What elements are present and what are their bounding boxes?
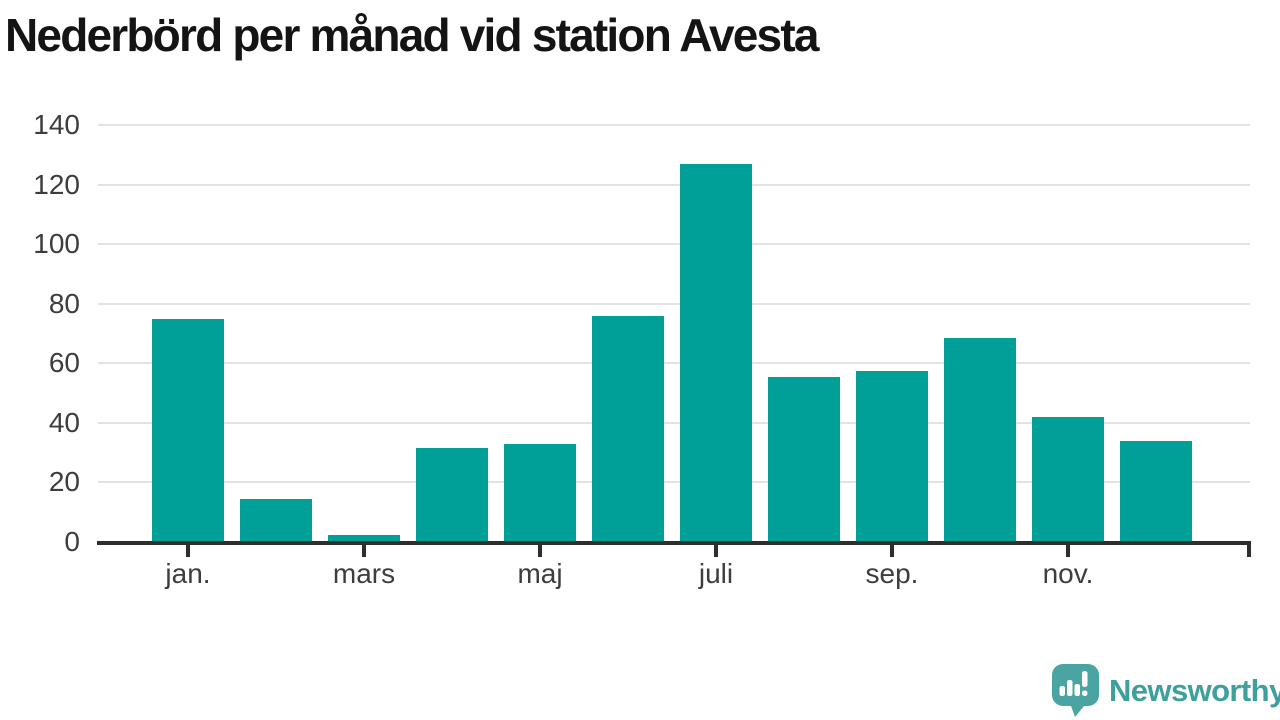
x-tick-mars xyxy=(362,545,366,557)
bar-juni xyxy=(592,315,664,542)
y-axis-label-80: 80 xyxy=(48,287,80,319)
y-axis-label-0: 0 xyxy=(64,526,80,557)
gridline-80 xyxy=(98,302,1250,305)
gridline-40 xyxy=(98,421,1250,424)
x-tick-jan xyxy=(186,545,190,557)
y-axis-label-40: 40 xyxy=(48,406,80,438)
bar-nov xyxy=(1032,416,1104,542)
x-axis-line xyxy=(97,541,1251,545)
x-axis-end-tick xyxy=(1247,541,1251,557)
bar-okt xyxy=(944,337,1016,542)
gridline-140 xyxy=(98,124,1250,126)
bar-mars xyxy=(328,534,400,542)
newsworthy-logo-text: Newsworthy xyxy=(1109,672,1280,708)
y-axis-label-60: 60 xyxy=(48,347,80,379)
gridline-60 xyxy=(98,362,1250,365)
bar-sep xyxy=(856,370,928,542)
x-axis-label-maj: maj xyxy=(517,558,563,589)
x-axis-label-mars: mars xyxy=(332,558,396,589)
bar-aug xyxy=(768,376,840,542)
x-axis-label-sep: sep. xyxy=(865,558,919,589)
x-tick-maj xyxy=(538,545,542,557)
gridline-20 xyxy=(98,481,1250,484)
gridline-100 xyxy=(98,243,1250,246)
chart-title: Nederbörd per månad vid station Avesta xyxy=(5,9,819,61)
bar-dec xyxy=(1120,440,1192,542)
x-tick-juli xyxy=(714,545,718,557)
bar-jan xyxy=(152,318,224,542)
bar-juli xyxy=(680,163,752,542)
y-axis-label-120: 120 xyxy=(33,168,80,200)
x-tick-nov xyxy=(1066,545,1070,557)
gridline-120 xyxy=(98,183,1250,186)
bar-maj xyxy=(504,443,576,542)
plot-area: 0 20 40 60 80 100 120 140 jan. mars maj juli sep. nov… xyxy=(33,109,1251,589)
y-axis-label-140: 140 xyxy=(33,109,80,140)
x-tick-sep xyxy=(890,545,894,557)
x-axis-label-juli: juli xyxy=(698,558,734,589)
y-axis-label-100: 100 xyxy=(33,228,80,260)
newsworthy-logo[interactable]: Newsworthy xyxy=(1051,663,1280,717)
x-axis-label-nov: nov. xyxy=(1042,558,1094,589)
x-axis-label-jan: jan. xyxy=(165,558,211,589)
newsworthy-logo-icon xyxy=(1052,664,1099,717)
bar-apr xyxy=(416,448,488,542)
y-axis-label-20: 20 xyxy=(48,466,80,498)
bar-feb xyxy=(240,498,312,542)
